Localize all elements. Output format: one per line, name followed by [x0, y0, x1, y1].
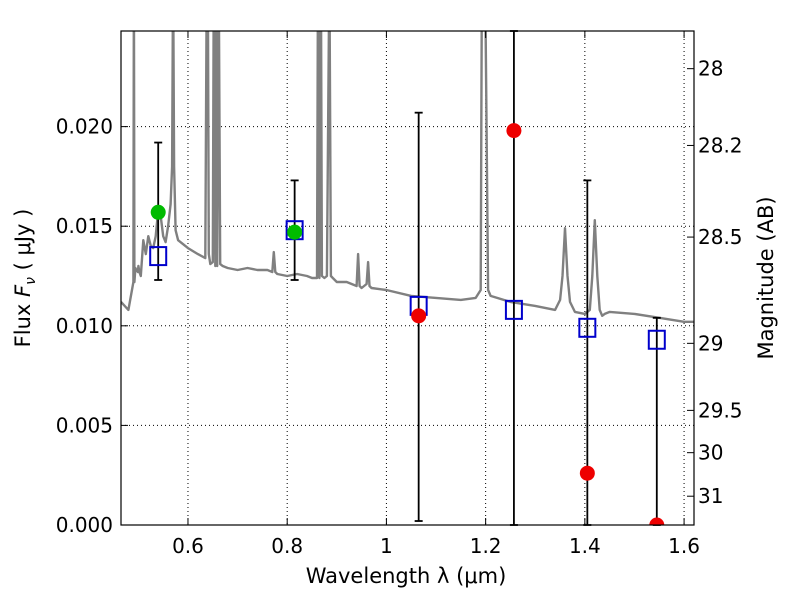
y2-axis-title: Magnitude (AB) [754, 196, 778, 359]
observed-point [411, 308, 427, 324]
y-axis-title-subscript: ν [23, 277, 39, 285]
ticks: 0.6 0.8 1 1.2 1.4 1.6 0.000 0.005 0.010 0.015 0.02… [56, 31, 743, 558]
observed-point [150, 204, 166, 220]
synthetic-photometry-point [504, 299, 523, 320]
y2-tick-label: 29.5 [698, 398, 743, 422]
y-tick-label: 0.010 [56, 314, 113, 338]
observed-point [579, 465, 595, 481]
plot-frame [120, 30, 695, 526]
x-tick-label: 0.8 [271, 534, 303, 558]
observed-point [287, 224, 303, 240]
y2-tick-label: 31 [698, 484, 723, 508]
y-tick-label: 0.020 [56, 115, 113, 139]
y-tick-label: 0.015 [56, 214, 113, 238]
y-axis-title-prefix: Flux [11, 297, 35, 347]
synthetic-photometry-point [578, 317, 597, 338]
y2-tick-label: 30 [698, 441, 723, 465]
y-tick-label: 0.000 [56, 513, 113, 537]
synthetic-photometry-point [647, 329, 666, 350]
observed-point [649, 517, 665, 525]
observed-point [506, 123, 522, 139]
y-axis-title-symbol: F [11, 284, 35, 297]
y-axis-title: Flux Fν ( μJy ) [11, 209, 39, 348]
y2-tick-label: 29 [698, 331, 723, 355]
x-tick-label: 0.6 [172, 534, 204, 558]
x-tick-label: 1.4 [569, 534, 601, 558]
observed-points-layer [150, 123, 665, 525]
y2-tick-label: 28.2 [698, 133, 743, 157]
synthetic-photometry-point [149, 246, 168, 267]
y-axis-title-unit: ( μJy ) [11, 209, 35, 277]
x-axis-title: Wavelength λ (μm) [306, 564, 507, 588]
x-tick-label: 1.6 [668, 534, 700, 558]
y-tick-label: 0.005 [56, 413, 113, 437]
x-tick-label: 1 [380, 534, 393, 558]
x-tick-label: 1.2 [470, 534, 502, 558]
y2-tick-label: 28.5 [698, 225, 743, 249]
y2-tick-label: 28 [698, 57, 723, 81]
